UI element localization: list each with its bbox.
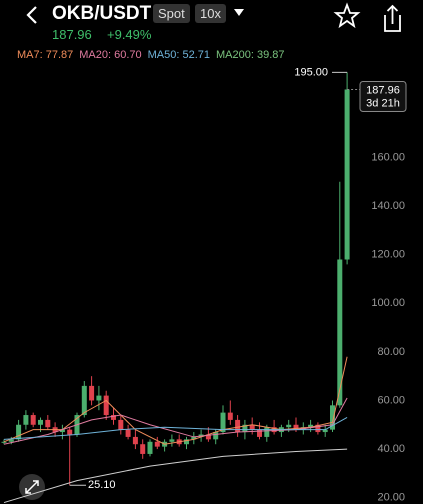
- candle-body: [38, 419, 43, 425]
- candle-body: [257, 429, 262, 437]
- candle-body: [16, 424, 22, 440]
- candle-body: [89, 385, 95, 401]
- candle-body: [286, 424, 292, 428]
- candle-body: [322, 429, 328, 433]
- candle-body: [344, 89, 350, 260]
- y-tick-label: 120.00: [371, 249, 405, 261]
- moving-average-line: [3, 417, 348, 440]
- indicator-label: MA50: 52.71: [147, 49, 211, 61]
- indicator-label: MA20: 60.70: [79, 49, 142, 61]
- candle-body: [132, 436, 138, 445]
- candle-body: [125, 429, 131, 437]
- leverage-badge[interactable]: 10x: [195, 4, 226, 23]
- candle-body: [213, 432, 219, 440]
- candle-body: [140, 444, 146, 454]
- moving-average-line: [3, 448, 348, 504]
- candle-body: [30, 415, 36, 425]
- y-tick-label: 140.00: [371, 200, 405, 212]
- candle-body: [118, 419, 124, 430]
- y-tick-label: 100.00: [371, 297, 405, 309]
- candle-body: [111, 415, 116, 420]
- candle-body: [220, 412, 226, 433]
- candle-body: [330, 405, 335, 430]
- header: OKB/USDT Spot 10x 187.96 +9.49%: [0, 0, 423, 50]
- candle-body: [45, 419, 51, 428]
- candle-body: [308, 424, 314, 428]
- pair-dropdown[interactable]: [234, 9, 244, 16]
- last-price-box: [359, 80, 407, 112]
- share-button[interactable]: [384, 4, 401, 32]
- candle-body: [235, 419, 241, 433]
- candle-body: [315, 424, 321, 433]
- countdown-label: 3d 21h: [366, 97, 400, 109]
- y-tick-label: 80.00: [377, 346, 405, 358]
- expand-button[interactable]: [19, 474, 45, 500]
- y-tick-label: 60.00: [377, 394, 405, 406]
- indicator-label: MA7: 77.87: [17, 49, 74, 61]
- candle-body: [227, 412, 233, 420]
- candle-body: [154, 441, 160, 447]
- high-marker-label: 195.00: [294, 66, 328, 78]
- header-icons: [26, 2, 401, 32]
- y-tick-label: 160.00: [371, 151, 405, 163]
- candle-body: [184, 439, 189, 445]
- candle-body: [264, 427, 270, 437]
- favorite-button[interactable]: [333, 2, 361, 29]
- candle-body: [59, 429, 65, 433]
- candle-body: [293, 424, 299, 430]
- y-tick-label: 20.00: [377, 492, 405, 504]
- pair-title: OKB/USDT: [52, 3, 152, 24]
- candle-body: [81, 385, 87, 416]
- market-badge[interactable]: Spot: [153, 4, 190, 23]
- candle-body: [8, 439, 14, 442]
- last-price: 187.96: [52, 27, 92, 42]
- candle-body: [147, 441, 153, 454]
- candle-body: [1, 441, 7, 443]
- candle-body: [191, 436, 197, 440]
- last-price-label: 187.96: [366, 84, 400, 96]
- candle-body: [337, 259, 343, 406]
- candle-body: [205, 434, 211, 440]
- moving-average-line: [3, 356, 348, 445]
- indicator-label: MA200: 39.87: [216, 49, 285, 61]
- candle-body: [23, 415, 29, 425]
- low-marker-label: 25.10: [88, 479, 116, 491]
- candle-body: [103, 395, 109, 416]
- price-change: +9.49%: [107, 27, 152, 42]
- candle-body: [96, 395, 102, 401]
- candle-body: [67, 429, 73, 435]
- candle-body: [242, 424, 248, 433]
- back-button[interactable]: [26, 6, 37, 24]
- y-tick-label: 40.00: [377, 443, 405, 455]
- candle-body: [169, 439, 175, 442]
- moving-average-line: [3, 397, 348, 445]
- candle-body: [249, 424, 255, 430]
